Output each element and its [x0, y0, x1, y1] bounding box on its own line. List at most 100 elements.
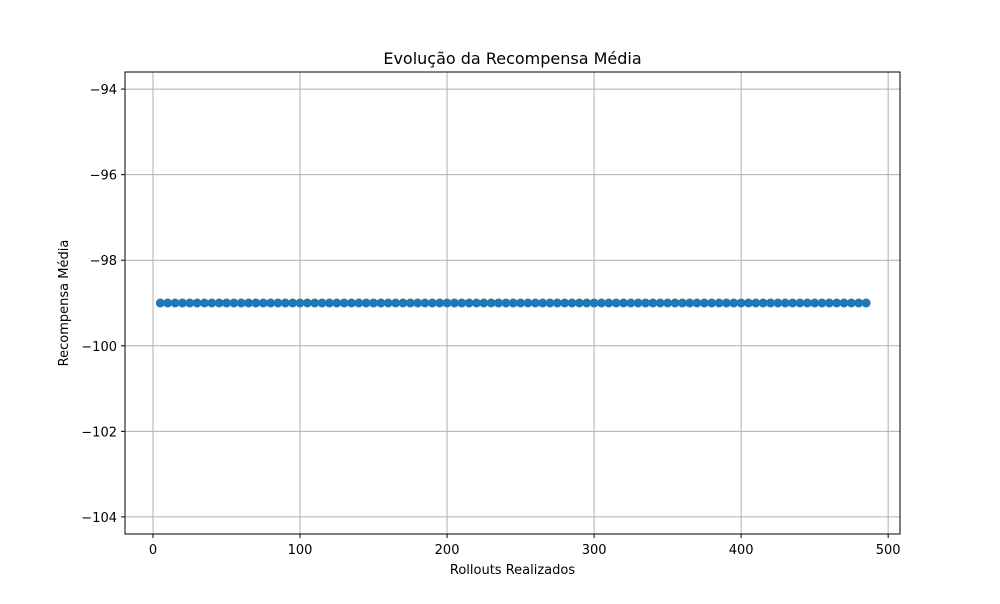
data-point [310, 298, 320, 308]
data-point [545, 298, 555, 308]
data-point [354, 298, 364, 308]
data-point [317, 298, 327, 308]
data-point [817, 298, 827, 308]
y-tick-label: −100 [81, 340, 117, 355]
data-point [229, 298, 239, 308]
data-point [244, 298, 254, 308]
data-point [494, 298, 504, 308]
x-tick-label: 100 [288, 543, 313, 558]
data-point [604, 298, 614, 308]
data-point [508, 298, 518, 308]
data-point [641, 298, 651, 308]
data-point [685, 298, 695, 308]
data-point [280, 298, 290, 308]
ticks-layer: 0 100 200 300 400 500 −94 −96 −98 −100 −102 −104 [81, 83, 900, 558]
data-point [295, 298, 305, 308]
data-point [854, 298, 864, 308]
data-point [155, 298, 165, 308]
data-point [339, 298, 349, 308]
data-point [405, 298, 415, 308]
data-point [516, 298, 526, 308]
data-point [383, 298, 393, 308]
data-point [810, 298, 820, 308]
data-point [427, 298, 437, 308]
y-tick-label: −102 [81, 425, 117, 440]
data-point [582, 298, 592, 308]
data-point [185, 298, 195, 308]
data-point [743, 298, 753, 308]
data-point [398, 298, 408, 308]
data-point [266, 298, 276, 308]
data-point [736, 298, 746, 308]
data-point [552, 298, 562, 308]
data-point [589, 298, 599, 308]
data-point [332, 298, 342, 308]
data-point [413, 298, 423, 308]
data-point [464, 298, 474, 308]
data-point [501, 298, 511, 308]
data-point [773, 298, 783, 308]
plot-area-frame [124, 71, 901, 535]
y-tick-label: −96 [90, 169, 117, 184]
data-point [442, 298, 452, 308]
data-point [192, 298, 202, 308]
data-point [163, 298, 173, 308]
data-point [839, 298, 849, 308]
chart-title: Evolução da Recompensa Média [383, 49, 641, 68]
data-point [626, 298, 636, 308]
data-point [824, 298, 834, 308]
data-point [795, 298, 805, 308]
x-axis-label: Rollouts Realizados [450, 563, 575, 578]
data-point [369, 298, 379, 308]
data-point [766, 298, 776, 308]
data-point [324, 298, 334, 308]
data-point [538, 298, 548, 308]
data-point [214, 298, 224, 308]
data-point [699, 298, 709, 308]
y-tick-label: −94 [90, 83, 117, 98]
data-point [560, 298, 570, 308]
data-point [596, 298, 606, 308]
data-point [530, 298, 540, 308]
data-point [574, 298, 584, 308]
y-tick-label: −98 [90, 254, 117, 269]
series-layer [155, 298, 871, 308]
data-point [523, 298, 533, 308]
data-point [258, 298, 268, 308]
data-point [222, 298, 232, 308]
data-point [751, 298, 761, 308]
data-point [729, 298, 739, 308]
data-point [391, 298, 401, 308]
data-point [619, 298, 629, 308]
data-point [457, 298, 467, 308]
data-point [677, 298, 687, 308]
data-point [670, 298, 680, 308]
data-point [177, 298, 187, 308]
data-point [361, 298, 371, 308]
data-point [273, 298, 283, 308]
data-point [758, 298, 768, 308]
data-point [633, 298, 643, 308]
data-point [663, 298, 673, 308]
data-point [692, 298, 702, 308]
data-point [648, 298, 658, 308]
x-tick-label: 400 [729, 543, 754, 558]
data-point [199, 298, 209, 308]
data-point [471, 298, 481, 308]
data-point [302, 298, 312, 308]
data-point [707, 298, 717, 308]
x-tick-label: 300 [582, 543, 607, 558]
data-point [251, 298, 261, 308]
data-point [376, 298, 386, 308]
data-point [236, 298, 246, 308]
data-point [861, 298, 871, 308]
data-point [486, 298, 496, 308]
x-tick-label: 500 [876, 543, 901, 558]
data-point [435, 298, 445, 308]
data-point [207, 298, 217, 308]
data-point [567, 298, 577, 308]
data-point [347, 298, 357, 308]
y-axis-label: Recompensa Média [57, 240, 72, 367]
